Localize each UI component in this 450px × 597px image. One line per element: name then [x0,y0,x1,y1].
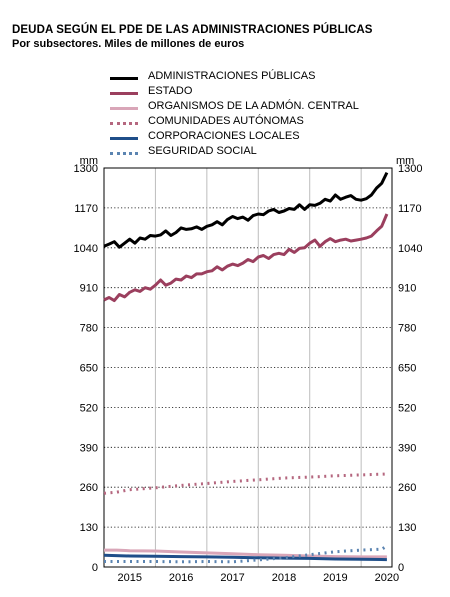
y-tick-label-left: 650 [80,363,98,375]
y-tick-label-left: 910 [80,283,98,295]
y-unit-left: mm [80,155,98,167]
y-tick-label-right: 260 [398,482,416,494]
y-unit-right: mm [396,155,414,167]
plot-frame [103,167,393,568]
series-line-corporaciones-locales [103,553,387,562]
y-tick-label-right: 130 [398,522,416,534]
y-tick-label-right: 1040 [398,243,422,255]
y-tick-label-left: 1170 [74,203,98,215]
chart-subtitle: Por subsectores. Miles de millones de eu… [12,38,245,50]
x-tick-label: 2015 [117,572,141,584]
x-tick-label: 2018 [272,572,296,584]
legend-label: ORGANISMOS DE LA ADMÓN. CENTRAL [148,100,359,112]
legend-label: CORPORACIONES LOCALES [148,130,300,142]
chart-title: DEUDA SEGÚN EL PDE DE LAS ADMINISTRACION… [12,24,373,36]
y-tick-label-right: 520 [398,402,416,414]
y-tick-label-right: 1300 [398,163,422,175]
series-line-administraciones-públicas [103,171,389,249]
x-tick-label: 2016 [169,572,193,584]
legend-label: ADMINISTRACIONES PÚBLICAS [148,70,316,82]
y-tick-label-left: 260 [80,482,98,494]
legend-swatch [110,122,138,125]
y-tick-label-left: 520 [80,402,98,414]
legend-label: COMUNIDADES AUTÓNOMAS [148,115,304,127]
x-tick-label: 2017 [220,572,244,584]
y-tick-label-left: 130 [80,522,98,534]
y-tick-label-right: 0 [398,562,404,574]
legend-swatch [110,77,138,80]
y-tick-label-right: 650 [398,363,416,375]
y-tick-label-left: 780 [80,323,98,335]
legend-swatch [110,92,138,95]
y-tick-label-left: 0 [92,562,98,574]
y-tick-label-left: 1300 [74,163,98,175]
y-tick-label-left: 390 [80,442,98,454]
y-tick-label-right: 910 [398,283,416,295]
series-line-organismos-de-la-admón-central [104,548,387,559]
series-line-estado [103,213,389,303]
y-tick-label-right: 390 [398,442,416,454]
series-line-comunidades-autónomas [103,472,387,495]
legend-swatch [110,137,138,140]
legend-swatch [110,107,138,110]
y-tick-label-right: 780 [398,323,416,335]
y-tick-label-left: 1040 [74,243,98,255]
legend-label: ESTADO [148,85,193,97]
y-tick-label-right: 1170 [398,203,422,215]
legend-swatch [110,152,138,155]
legend-label: SEGURIDAD SOCIAL [148,145,257,157]
x-tick-label: 2019 [323,572,347,584]
x-tick-label: 2020 [375,572,399,584]
